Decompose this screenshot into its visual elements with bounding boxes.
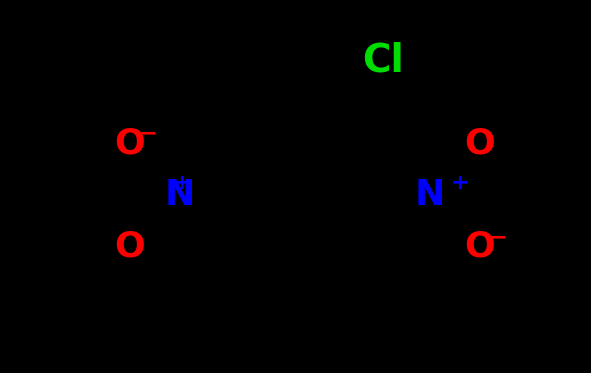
Text: +: + xyxy=(451,173,469,193)
Text: −: − xyxy=(139,123,157,143)
Text: +: + xyxy=(173,173,191,193)
Text: O: O xyxy=(465,230,495,264)
Text: −: − xyxy=(489,227,507,247)
Text: N: N xyxy=(165,178,196,212)
Text: O: O xyxy=(115,126,145,160)
Text: O: O xyxy=(115,230,145,264)
Text: Cl: Cl xyxy=(362,42,404,80)
Text: O: O xyxy=(465,126,495,160)
Text: N: N xyxy=(415,178,445,212)
